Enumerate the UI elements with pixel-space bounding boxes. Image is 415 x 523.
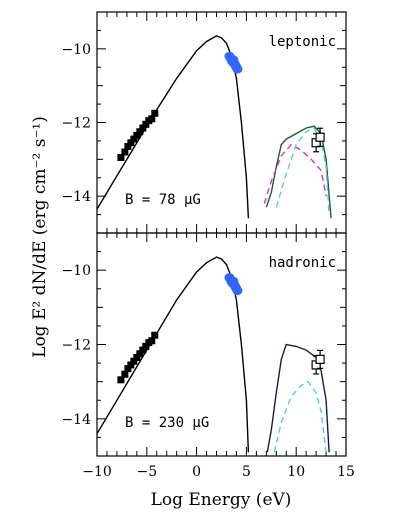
radio-point xyxy=(124,142,132,150)
x-tick-label: 5 xyxy=(242,464,251,480)
y-tick-label: −14 xyxy=(61,412,91,428)
series-curve xyxy=(97,256,250,453)
radio-point xyxy=(136,350,144,358)
radio-point xyxy=(121,148,129,156)
x-tick-label: −5 xyxy=(136,464,157,480)
panel-bottom: −14 −12 −10 −10 −5 0 5 10 15 hadronic B = 230 μG xyxy=(61,232,355,480)
series-curve xyxy=(265,125,332,219)
radio-point xyxy=(117,376,125,384)
y-tick-label: −14 xyxy=(61,189,91,205)
x-tick-label: 0 xyxy=(192,464,201,480)
radio-point xyxy=(151,109,159,117)
radio-point xyxy=(139,124,147,132)
radio-point xyxy=(133,131,141,139)
panel-content xyxy=(97,256,330,453)
x-tick-label: 10 xyxy=(287,464,305,480)
xray-point xyxy=(232,286,243,296)
y-tick-label: −12 xyxy=(61,116,91,132)
series-curve xyxy=(97,35,250,219)
y-tick-label: −10 xyxy=(61,263,91,279)
y-tick-label: −10 xyxy=(61,42,91,58)
series-curve xyxy=(263,143,327,204)
panel-title: hadronic xyxy=(269,255,336,271)
radio-point xyxy=(142,342,150,350)
radio-point xyxy=(142,120,150,128)
panel-top: −14 −12 −10 leptonic B = 78 μG xyxy=(61,11,347,234)
radio-point xyxy=(124,365,132,373)
radio-point xyxy=(136,128,144,136)
radio-point xyxy=(130,135,138,143)
radio-point xyxy=(148,337,156,345)
radio-point xyxy=(121,370,129,378)
radio-point xyxy=(148,115,156,123)
series-curve xyxy=(273,380,327,453)
radio-point xyxy=(133,354,141,362)
xray-point xyxy=(232,64,243,74)
panel-title: leptonic xyxy=(269,34,336,50)
radio-point xyxy=(117,153,125,161)
radio-point xyxy=(139,346,147,354)
x-tick-label: 15 xyxy=(337,464,355,480)
gamma-point xyxy=(315,132,325,142)
series-curve xyxy=(266,343,330,453)
x-axis-label: Log Energy (eV) xyxy=(151,490,292,510)
y-axis-label: Log E² dN/dE (erg cm⁻² s⁻¹) xyxy=(30,116,50,358)
x-tick-label: −10 xyxy=(82,464,112,480)
field-annotation: B = 78 μG xyxy=(125,192,201,208)
gamma-point xyxy=(315,354,325,364)
y-tick-label: −12 xyxy=(61,338,91,354)
field-annotation: B = 230 μG xyxy=(125,415,209,431)
radio-point xyxy=(130,357,138,365)
panel-content xyxy=(97,35,332,219)
radio-point xyxy=(127,361,135,369)
radio-point xyxy=(151,331,159,339)
radio-point xyxy=(127,139,135,147)
